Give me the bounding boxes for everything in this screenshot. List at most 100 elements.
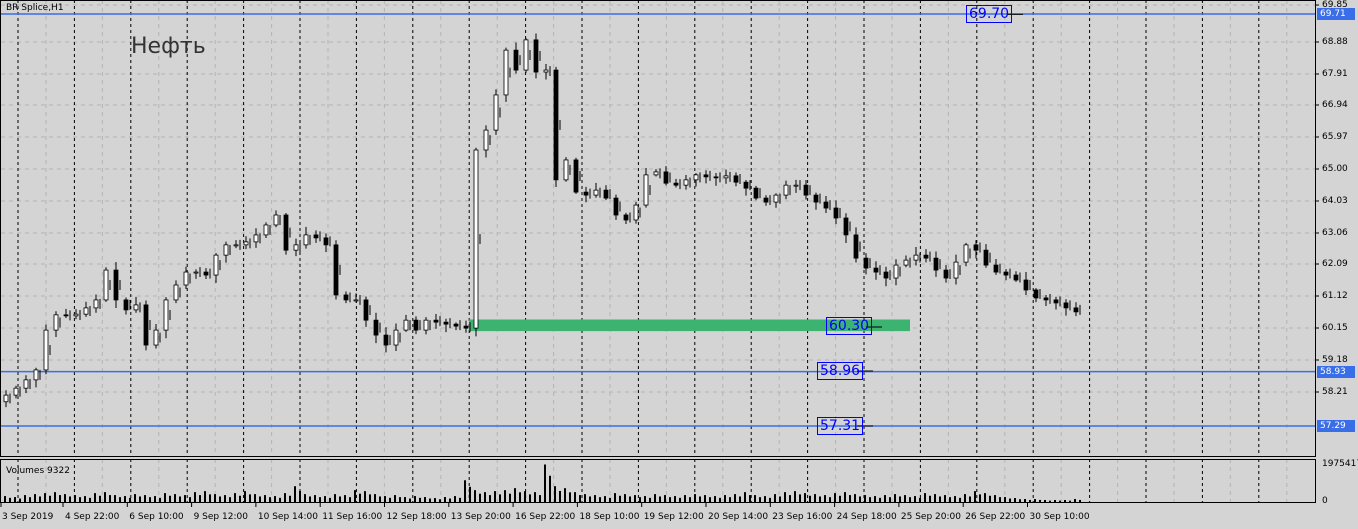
candle-body — [823, 201, 829, 209]
candle-body — [283, 214, 289, 251]
candle-body — [53, 314, 59, 331]
candle-body — [233, 244, 239, 247]
candle-body — [433, 319, 439, 323]
candle-body — [813, 194, 819, 203]
candle-body — [613, 197, 619, 216]
candle-body — [123, 299, 129, 311]
candle-body — [293, 244, 299, 251]
candle-body — [493, 94, 499, 131]
candle-body — [73, 313, 79, 317]
time-tick: 18 Sep 10:00 — [579, 512, 640, 522]
candle-body — [573, 159, 579, 193]
candle-body — [333, 244, 339, 296]
candle-body — [473, 149, 479, 329]
candle-body — [593, 189, 599, 196]
time-tick: 11 Sep 16:00 — [322, 512, 383, 522]
time-tick: 13 Sep 20:00 — [450, 512, 511, 522]
price-box[interactable]: 69.70 — [966, 5, 1013, 23]
price-tick: 59.18 — [1322, 355, 1348, 365]
candle-body — [543, 69, 549, 73]
candle-body — [983, 249, 989, 266]
symbol-label: BR Splice,H1 — [6, 3, 64, 13]
candle-body — [523, 39, 529, 71]
candle-body — [603, 189, 609, 199]
price-box[interactable]: 58.96 — [817, 362, 864, 380]
candle-body — [63, 314, 69, 317]
time-tick: 30 Sep 10:00 — [1029, 512, 1090, 522]
candle-body — [1003, 271, 1009, 276]
time-tick: 26 Sep 22:00 — [965, 512, 1026, 522]
candle-body — [723, 175, 729, 179]
candle-body — [93, 299, 99, 309]
candle-body — [643, 174, 649, 206]
price-tick: 62.09 — [1322, 259, 1348, 269]
candle-body — [943, 269, 949, 279]
main-pane-border — [0, 0, 1316, 457]
candle-body — [783, 184, 789, 196]
candle-body — [453, 323, 459, 327]
candle-body — [733, 175, 739, 183]
price-tick: 63.06 — [1322, 228, 1348, 238]
price-tick: 60.15 — [1322, 323, 1348, 333]
candle-body — [253, 234, 259, 243]
candle-body — [23, 379, 29, 389]
candle-body — [423, 319, 429, 331]
candle-body — [973, 244, 979, 251]
candle-body — [153, 329, 159, 346]
candle-body — [833, 207, 839, 219]
candle-body — [993, 264, 999, 273]
candle-body — [853, 234, 859, 259]
candle-body — [693, 174, 699, 181]
candle-body — [3, 394, 9, 403]
candle-body — [43, 329, 49, 371]
candle-body — [873, 267, 879, 273]
candle-body — [1033, 289, 1039, 299]
candle-body — [513, 49, 519, 71]
candle-body — [533, 39, 539, 73]
candle-body — [1013, 274, 1019, 281]
candle-body — [893, 264, 899, 279]
candle-body — [683, 179, 689, 186]
price-tick: 58.21 — [1322, 387, 1348, 397]
candle-body — [273, 214, 279, 226]
candle-body — [243, 241, 249, 246]
price-tick: 64.03 — [1322, 196, 1348, 206]
candle-body — [933, 257, 939, 271]
candle-body — [463, 325, 469, 329]
chart-note-text: Нефть — [131, 34, 206, 59]
candle-body — [763, 197, 769, 203]
volume-max-tick: 1975417 — [1322, 459, 1358, 469]
candle-body — [323, 237, 329, 246]
candle-body — [703, 174, 709, 178]
candle-body — [793, 184, 799, 187]
time-tick: 6 Sep 10:00 — [129, 512, 184, 522]
candle-body — [1053, 299, 1059, 304]
candle-body — [1073, 307, 1079, 313]
price-box[interactable]: 60.30 — [826, 317, 873, 335]
time-tick: 24 Sep 18:00 — [836, 512, 897, 522]
candle-body — [183, 271, 189, 286]
candle-body — [353, 299, 359, 302]
candle-body — [483, 129, 489, 151]
price-tick: 66.94 — [1322, 100, 1348, 110]
time-tick: 20 Sep 14:00 — [708, 512, 769, 522]
candle-body — [303, 234, 309, 246]
candle-body — [503, 49, 509, 96]
time-tick: 9 Sep 12:00 — [193, 512, 248, 522]
price-tick: 69.85 — [1322, 0, 1348, 10]
volume-pane-border — [0, 459, 1316, 503]
candle-body — [1023, 279, 1029, 291]
candle-body — [223, 244, 229, 256]
time-tick: 16 Sep 22:00 — [515, 512, 576, 522]
price-box[interactable]: 57.31 — [817, 417, 864, 435]
candle-body — [913, 254, 919, 261]
candle-body — [103, 269, 109, 301]
candle-body — [903, 259, 909, 266]
candle-body — [883, 271, 889, 279]
candle-body — [843, 217, 849, 236]
candle-body — [953, 261, 959, 279]
candle-body — [553, 69, 559, 181]
candle-body — [673, 182, 679, 186]
